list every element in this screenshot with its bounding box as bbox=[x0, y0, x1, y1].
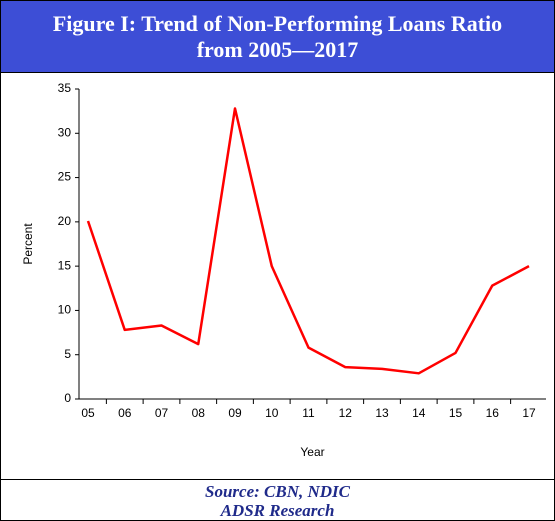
y-tick-label: 10 bbox=[58, 303, 72, 317]
x-tick-label: 15 bbox=[449, 406, 463, 420]
footer: Source: CBN, NDIC ADSR Research bbox=[1, 479, 554, 520]
x-tick-label: 11 bbox=[302, 406, 315, 420]
source-line: ADSR Research bbox=[220, 501, 335, 520]
y-tick-label: 0 bbox=[64, 391, 71, 405]
x-tick-label: 07 bbox=[155, 406, 169, 420]
y-tick-label: 30 bbox=[58, 125, 72, 139]
header: Figure I: Trend of Non-Performing Loans … bbox=[1, 1, 554, 73]
x-tick-label: 06 bbox=[118, 406, 132, 420]
data-line bbox=[86, 107, 530, 375]
y-tick-label: 15 bbox=[58, 258, 72, 272]
y-tick-label: 5 bbox=[64, 347, 71, 361]
x-tick-label: 10 bbox=[265, 406, 279, 420]
x-tick-label: 12 bbox=[339, 406, 353, 420]
source-line: Source: CBN, NDIC bbox=[205, 482, 350, 501]
x-tick-label: 16 bbox=[486, 406, 500, 420]
x-tick-label: 09 bbox=[228, 406, 242, 420]
x-tick-label: 08 bbox=[192, 406, 206, 420]
x-axis-label: Year bbox=[300, 445, 324, 459]
x-tick-label: 17 bbox=[522, 406, 536, 420]
y-tick-label: 20 bbox=[58, 214, 72, 228]
x-tick-label: 14 bbox=[412, 406, 426, 420]
chart-title: Figure I: Trend of Non-Performing Loans … bbox=[52, 10, 503, 62]
y-tick-label: 35 bbox=[58, 81, 72, 95]
x-tick-label: 05 bbox=[81, 406, 95, 420]
x-tick-label: 13 bbox=[375, 406, 389, 420]
y-axis-label: Percent bbox=[21, 223, 35, 265]
y-tick-label: 25 bbox=[58, 170, 72, 184]
